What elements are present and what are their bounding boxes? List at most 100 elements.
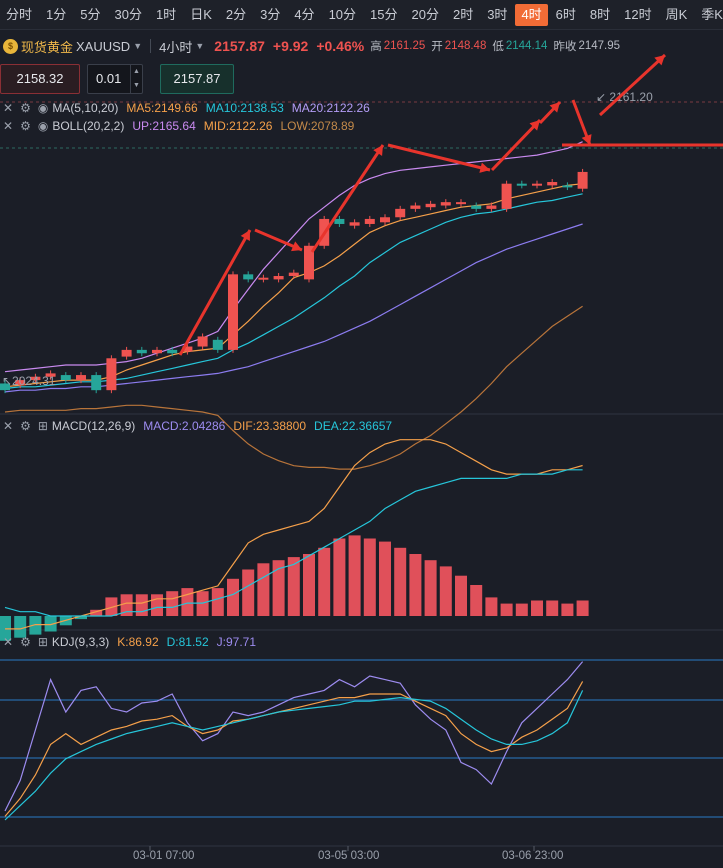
j-value: J:97.71 <box>216 635 257 649</box>
macd-bar <box>135 594 148 616</box>
candle-body <box>288 272 299 277</box>
tab-0[interactable]: 分时 <box>6 6 33 22</box>
tab-10[interactable]: 15分 <box>370 6 398 22</box>
period-tabs: 分时 1分 5分 30分 1时 日K 2分 3分 4分 10分 15分 20分 2时 3时 4时 6时 8时 12… <box>0 0 723 30</box>
candle-body <box>334 218 345 224</box>
sell-button[interactable]: 2158.32 <box>0 64 80 94</box>
macd-bar <box>272 560 285 616</box>
candle-body <box>106 358 117 391</box>
candle-body <box>182 346 193 352</box>
macd-bar <box>439 566 452 616</box>
arrow-head <box>240 230 250 241</box>
candle-body <box>60 375 71 381</box>
chevron-down-icon[interactable]: ▼ <box>133 41 143 51</box>
gear-icon[interactable]: ⚙ <box>20 635 31 649</box>
expand-icon[interactable]: ⊞ <box>37 419 48 433</box>
candle-body <box>516 183 527 186</box>
x-tick-label: 03-05 03:00 <box>318 850 380 862</box>
annotation-arrow <box>490 118 542 172</box>
tab-15[interactable]: 6时 <box>555 6 576 22</box>
tab-11[interactable]: 20分 <box>411 6 439 22</box>
symbol-header: $ 现货黄金 XAUUSD ▼ 4小时 ▼ 2157.87 +9.92 +0.4… <box>0 32 723 60</box>
macd-bar <box>166 591 179 616</box>
candle-body <box>486 205 497 209</box>
quantity-value[interactable]: 0.01 <box>96 71 122 86</box>
high-mark-label: ↙ 2161.20 <box>596 90 653 104</box>
close-icon[interactable]: ✕ <box>3 635 14 649</box>
tab-16[interactable]: 8时 <box>589 6 611 22</box>
tab-6[interactable]: 2分 <box>225 6 247 22</box>
macd-bar <box>424 560 437 616</box>
close-icon[interactable]: ✕ <box>3 419 14 433</box>
prev-close-value: 2147.95 <box>578 40 621 52</box>
boll-name: BOLL(20,2,2) <box>52 119 125 133</box>
tab-4[interactable]: 1时 <box>155 6 177 22</box>
candle-body <box>364 218 375 224</box>
macd-bar <box>500 603 513 616</box>
d-value: D:81.52 <box>166 635 209 649</box>
close-icon[interactable]: ✕ <box>3 119 14 133</box>
symbol-name[interactable]: 现货黄金 <box>21 39 74 55</box>
tab-17[interactable]: 12时 <box>624 6 652 22</box>
dif-value: DIF:23.38800 <box>233 419 307 433</box>
macd-bar <box>363 538 376 616</box>
stepper-buttons[interactable]: ▲ ▼ <box>130 65 142 93</box>
tab-2[interactable]: 5分 <box>80 6 101 22</box>
low-value: 2144.14 <box>505 40 548 52</box>
last-price: 2157.87 <box>214 38 265 54</box>
kdj-d-line <box>4 690 584 821</box>
chevron-down-icon[interactable]: ▼ <box>195 41 205 51</box>
tab-7[interactable]: 3分 <box>260 6 281 22</box>
candle-body <box>395 208 406 218</box>
quantity-stepper[interactable]: 0.01 ▲ ▼ <box>87 64 143 94</box>
kdj-k-line <box>4 681 584 817</box>
candle-body <box>349 222 360 226</box>
macd-bar <box>303 554 315 616</box>
gear-icon[interactable]: ⚙ <box>20 101 31 115</box>
tab-13[interactable]: 3时 <box>487 6 508 22</box>
x-tick-label: 03-01 07:00 <box>133 850 195 862</box>
macd-bar <box>515 603 528 616</box>
macd-bar <box>318 547 331 616</box>
gear-icon[interactable]: ⚙ <box>20 119 31 133</box>
candle-body <box>91 375 102 391</box>
stepper-down-icon[interactable]: ▼ <box>133 82 140 89</box>
stepper-up-icon[interactable]: ▲ <box>133 68 140 75</box>
tab-8[interactable]: 4分 <box>294 6 315 22</box>
ma-name: MA(5,10,20) <box>52 101 119 115</box>
candle-body <box>562 185 573 188</box>
tab-5[interactable]: 日K <box>190 6 212 22</box>
tab-14[interactable]: 4时 <box>515 3 548 26</box>
tab-18[interactable]: 周K <box>665 6 688 22</box>
tab-9[interactable]: 10分 <box>328 6 357 22</box>
macd-bar <box>257 563 270 616</box>
period-selector[interactable]: 4小时 <box>159 39 193 55</box>
buy-button[interactable]: 2157.87 <box>160 64 234 94</box>
expand-icon[interactable]: ⊞ <box>37 635 48 649</box>
eye-icon[interactable]: ◉ <box>37 119 49 133</box>
tab-12[interactable]: 2时 <box>452 6 474 22</box>
macd-bar <box>227 578 239 616</box>
macd-bar <box>14 616 27 638</box>
tab-19[interactable]: 季K <box>701 6 723 22</box>
candle-body <box>456 202 466 205</box>
ma10-value: MA10:2138.53 <box>205 101 284 115</box>
boll-up-line <box>4 141 583 373</box>
eye-icon[interactable]: ◉ <box>37 101 49 115</box>
low-label: 低 <box>492 41 504 53</box>
macd-bar <box>531 600 543 616</box>
tab-1[interactable]: 1分 <box>46 6 67 22</box>
ma5-value: MA5:2149.66 <box>126 101 198 115</box>
gear-icon[interactable]: ⚙ <box>20 419 31 433</box>
boll-mid-value: MID:2122.26 <box>203 119 273 133</box>
symbol-code[interactable]: XAUUSD <box>76 38 131 54</box>
close-icon[interactable]: ✕ <box>3 101 14 115</box>
candle-body <box>45 373 56 377</box>
candle-body <box>76 375 86 381</box>
tab-3[interactable]: 30分 <box>114 6 142 22</box>
boll-low-line <box>4 305 583 470</box>
macd-legend: ✕ ⚙ ⊞ MACD(12,26,9) MACD:2.04286 DIF:23.… <box>0 418 400 434</box>
arrow-head <box>549 102 560 113</box>
macd-bar <box>561 603 574 616</box>
